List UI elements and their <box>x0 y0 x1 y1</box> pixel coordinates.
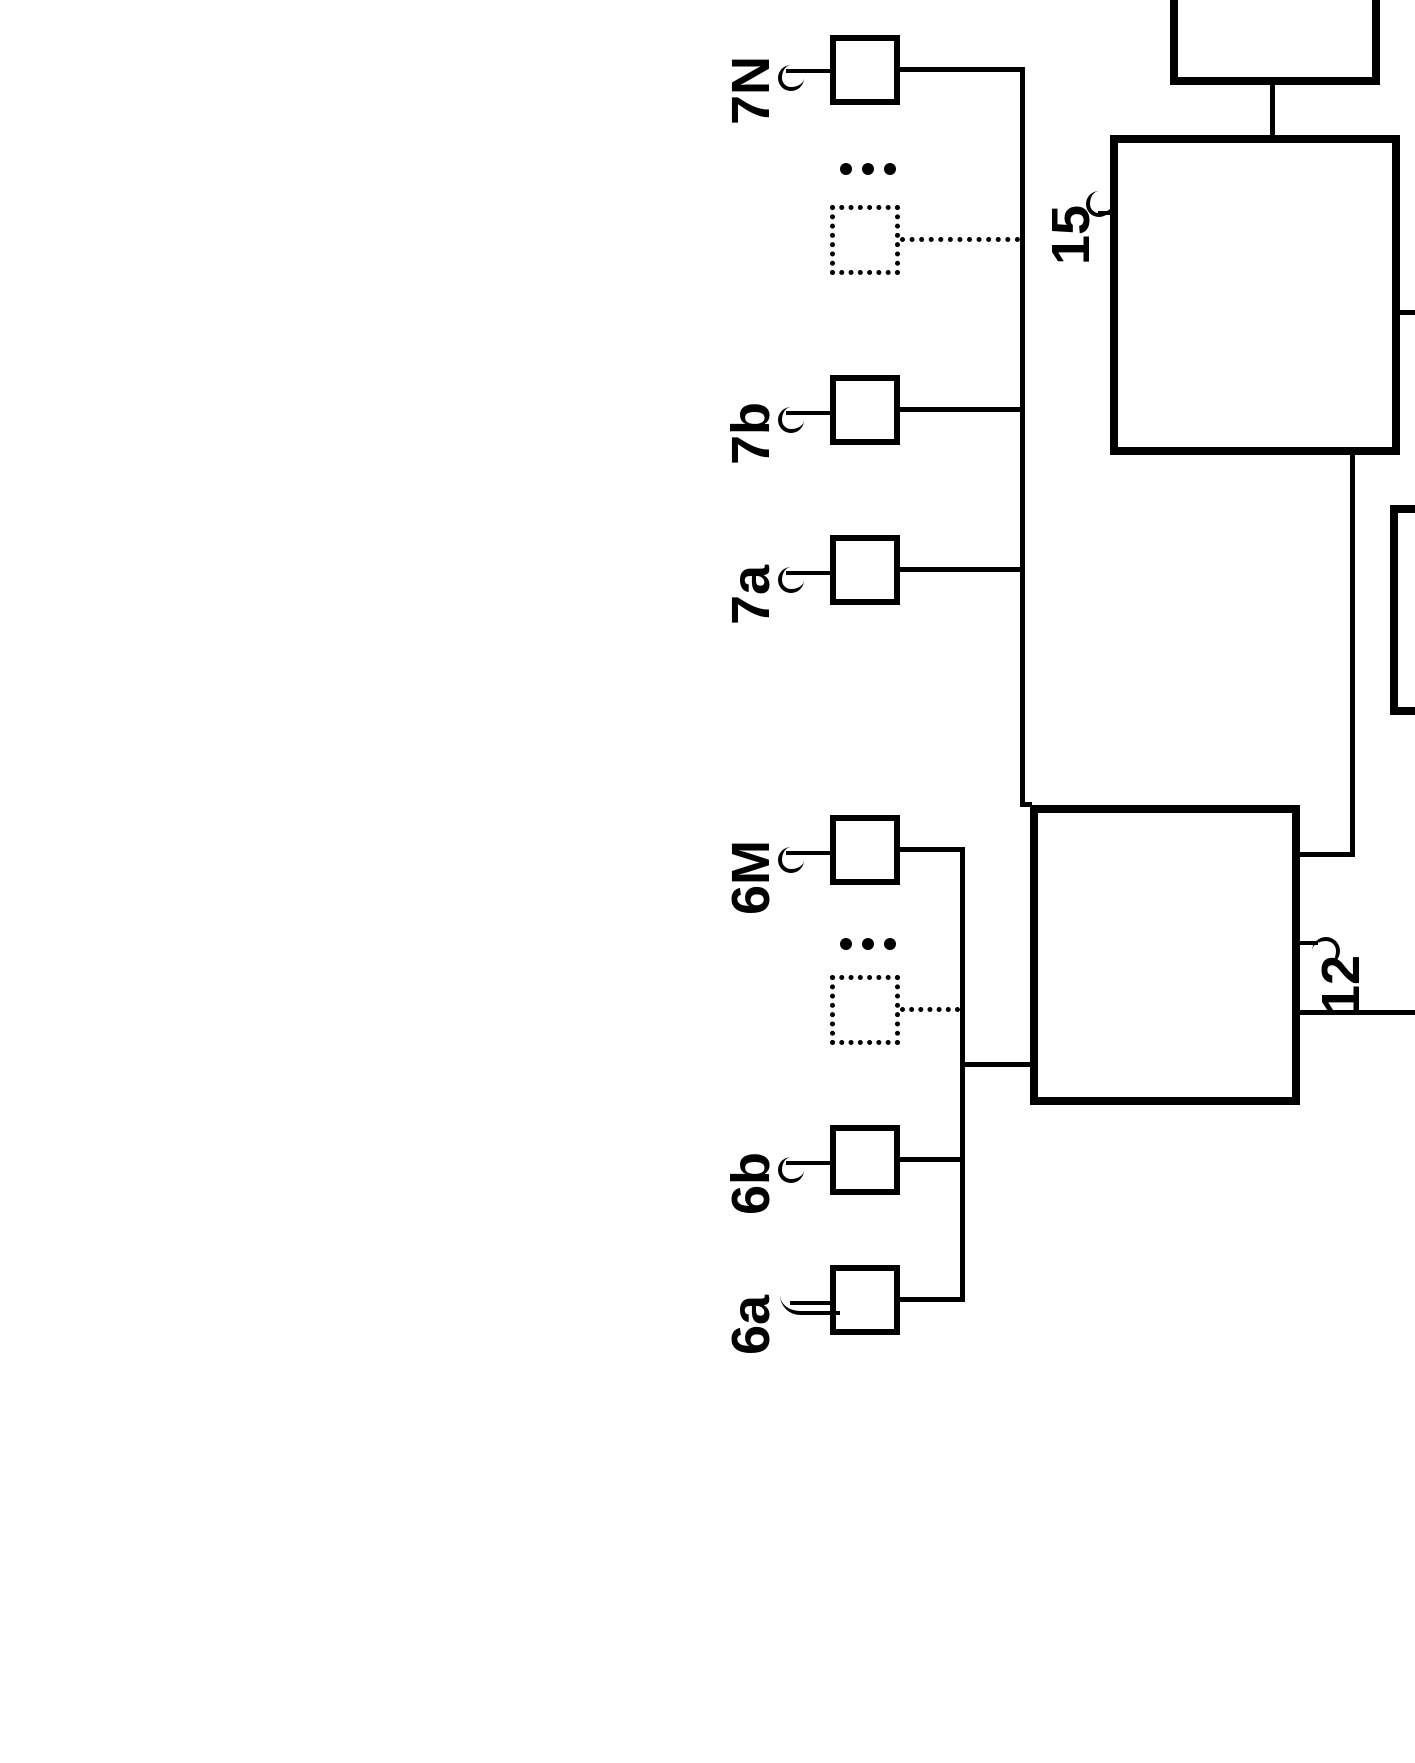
drop-6M <box>900 847 963 852</box>
ellipsis-dot <box>840 163 852 175</box>
drop-7N <box>900 67 1023 72</box>
ellipsis-dot <box>840 938 852 950</box>
conn-15-16 <box>1270 82 1275 135</box>
block-16 <box>1170 0 1380 85</box>
leader-6a-line <box>790 1301 830 1305</box>
leader-7a-curve <box>778 567 804 593</box>
label-7N: 7N <box>720 56 782 125</box>
leader-6a <box>780 1271 840 1315</box>
leader-6b-curve <box>778 1157 804 1183</box>
label-6M: 6M <box>720 840 782 915</box>
drop-7a <box>900 567 1023 572</box>
diagram-canvas: 6a 6b 6M 7a 7b 7N 12 15 <box>0 0 1415 1415</box>
node-7-dotted <box>830 205 900 275</box>
leader-7b-curve <box>778 407 804 433</box>
conn-12-15-h <box>1350 452 1355 857</box>
node-6M <box>830 815 900 885</box>
label-7b: 7b <box>720 402 782 465</box>
bus-groupB <box>1020 67 1025 805</box>
conn-15-17-v <box>1400 310 1415 315</box>
node-7N <box>830 35 900 105</box>
drop-6b <box>900 1157 963 1162</box>
label-6a: 6a <box>720 1295 782 1355</box>
ellipsis-dot <box>862 163 874 175</box>
conn-12-15-v1 <box>1300 852 1355 857</box>
leader-15-curve <box>1086 191 1112 217</box>
drop-7dot <box>900 237 1020 242</box>
drop-6dot <box>900 1007 960 1012</box>
ellipsis-dot <box>862 938 874 950</box>
drop-7b <box>900 407 1023 412</box>
ellipsis-dot <box>884 163 896 175</box>
conn-12-17-v <box>1300 1010 1415 1015</box>
node-6-dotted <box>830 975 900 1045</box>
block-17 <box>1390 505 1415 715</box>
drop-6a <box>900 1297 963 1302</box>
node-7a <box>830 535 900 605</box>
bus-groupA <box>960 847 965 1302</box>
node-6a <box>830 1265 900 1335</box>
node-7b <box>830 375 900 445</box>
block-12 <box>1030 805 1300 1105</box>
label-12: 12 <box>1310 955 1372 1015</box>
block-15 <box>1110 135 1400 455</box>
ellipsis-dot <box>884 938 896 950</box>
label-7a: 7a <box>720 565 782 625</box>
node-6b <box>830 1125 900 1195</box>
busA-to-12 <box>960 1062 1033 1067</box>
label-6b: 6b <box>720 1152 782 1215</box>
leader-6M-curve <box>778 847 804 873</box>
leader-12-curve <box>1312 937 1340 965</box>
leader-7N-curve <box>778 65 804 91</box>
